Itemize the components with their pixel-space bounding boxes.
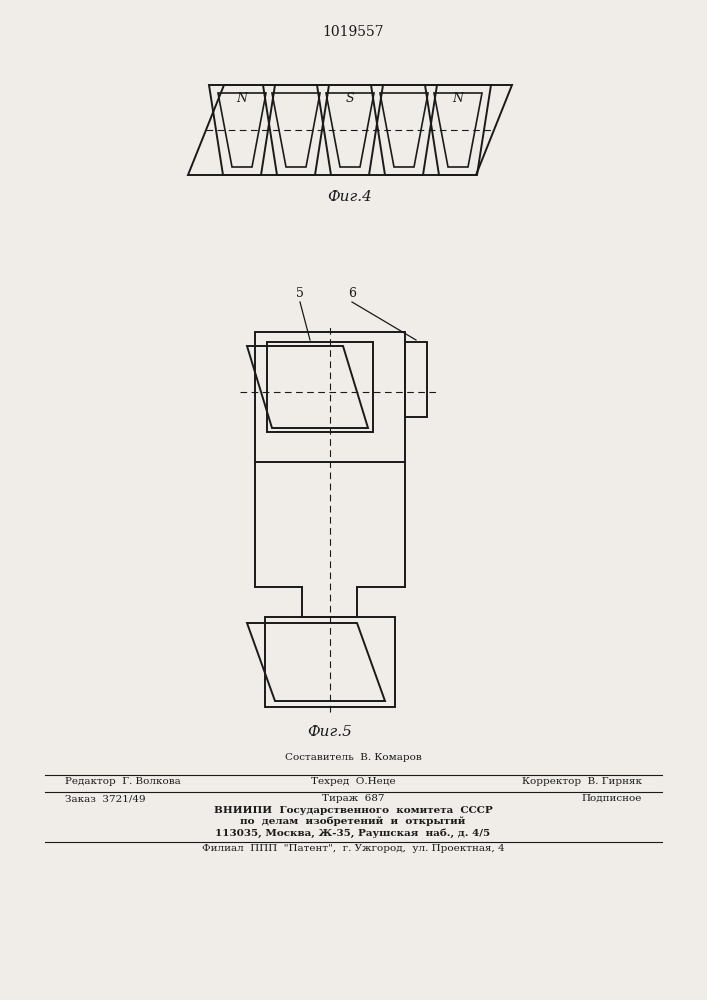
Bar <box>267 342 373 432</box>
Text: Составитель  В. Комаров: Составитель В. Комаров <box>285 753 421 762</box>
Text: 1019557: 1019557 <box>322 25 384 39</box>
Text: Тираж  687: Тираж 687 <box>322 794 384 803</box>
Text: Редактор  Г. Волкова: Редактор Г. Волкова <box>65 777 181 786</box>
Text: 5: 5 <box>296 287 304 300</box>
Text: Фиг.5: Фиг.5 <box>308 725 352 739</box>
Text: 6: 6 <box>348 287 356 300</box>
Text: Филиал  ППП  "Патент",  г. Ужгород,  ул. Проектная, 4: Филиал ППП "Патент", г. Ужгород, ул. Про… <box>201 844 504 853</box>
Bar <box>265 617 395 707</box>
Text: N: N <box>452 93 464 105</box>
Bar <box>405 342 427 417</box>
Text: Подписное: Подписное <box>582 794 642 803</box>
Text: S: S <box>346 93 354 105</box>
Text: Техред  О.Неце: Техред О.Неце <box>310 777 395 786</box>
Text: Заказ  3721/49: Заказ 3721/49 <box>65 794 146 803</box>
Text: ВНИИПИ  Государственного  комитета  СССР: ВНИИПИ Государственного комитета СССР <box>214 806 492 815</box>
Bar <box>255 332 405 462</box>
Text: Корректор  В. Гирняк: Корректор В. Гирняк <box>522 777 642 786</box>
Text: по  делам  изобретений  и  открытий: по делам изобретений и открытий <box>240 817 466 826</box>
Text: N: N <box>237 93 247 105</box>
Text: Фиг.4: Фиг.4 <box>327 190 373 204</box>
Text: 113035, Москва, Ж-35, Раушская  наб., д. 4/5: 113035, Москва, Ж-35, Раушская наб., д. … <box>216 828 491 838</box>
